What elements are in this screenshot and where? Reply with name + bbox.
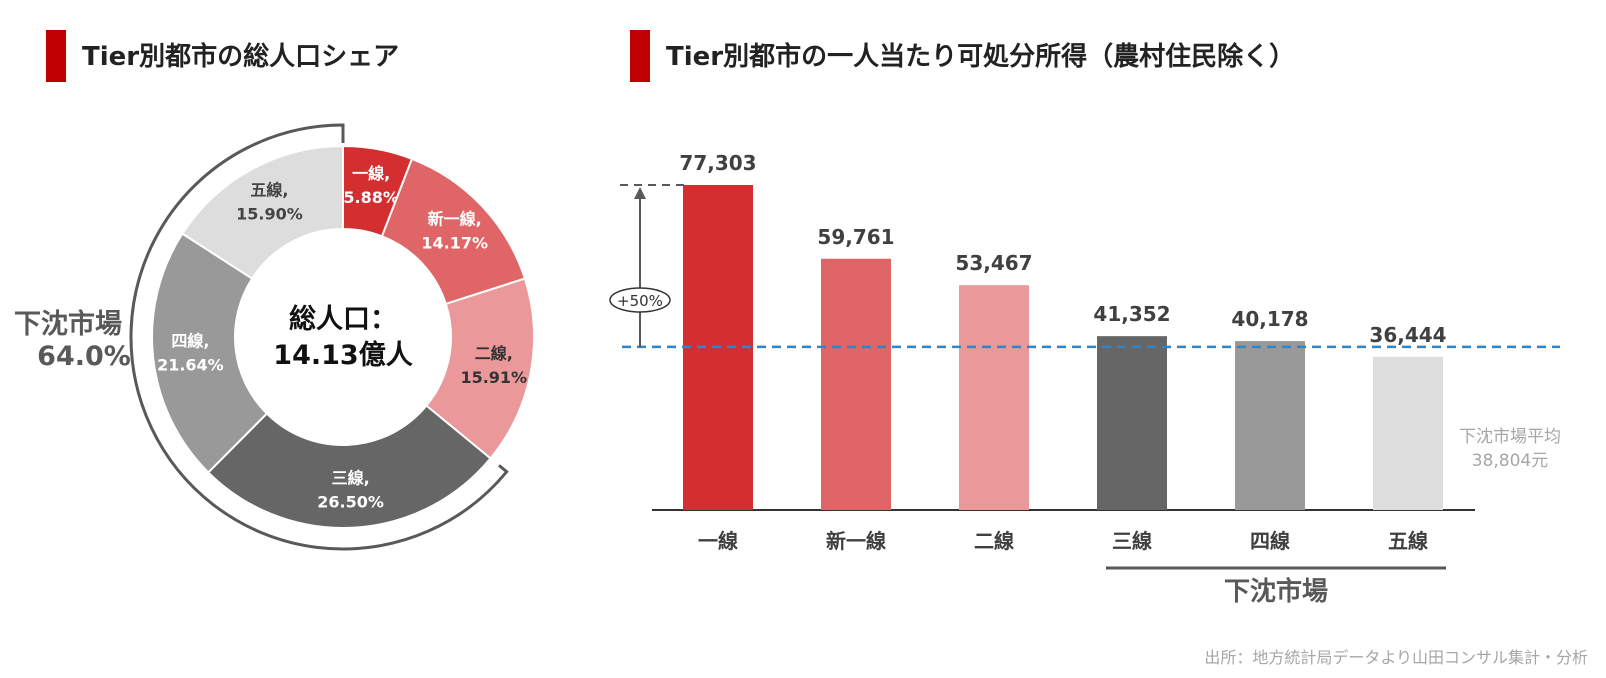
pie-slice-name-label: 一線, [352,164,390,183]
pie-slice [206,404,492,529]
pie-slice-value-label: 21.64% [157,356,224,375]
average-label-line1: 下沈市場平均 [1459,427,1561,447]
bar [1097,336,1167,510]
bar-value-label: 41,352 [1093,302,1170,326]
left-title-accent [46,30,66,82]
pie-slice [180,144,344,280]
bar [821,258,891,510]
average-label-line2: 38,804元 [1472,451,1548,471]
pie-slice-value-label: 26.50% [317,492,384,511]
bar-value-label: 40,178 [1231,307,1308,331]
x-tick-label: 三線 [1112,529,1152,553]
pie-slice-name-label: 四線, [171,332,209,351]
right-chart-title: Tier別都市の一人当たり可処分所得（農村住民除く） [666,42,1296,72]
pie-slice-value-label: 15.90% [236,204,303,223]
bar-value-label: 59,761 [817,225,894,249]
lower-tier-bracket [129,123,509,551]
source-note: 出所：地方統計局データより山田コンサル集計・分析 [1204,648,1588,667]
bar [1235,341,1305,510]
bar-group-label: 下沈市場 [1224,576,1328,607]
donut-group-value: 64.0% [37,341,131,372]
x-tick-label: 一線 [698,529,738,553]
pie-slice-value-label: 5.88% [343,188,399,207]
x-tick-label: 五線 [1388,529,1428,553]
bar-value-label: 53,467 [955,251,1032,275]
right-title-accent [630,30,650,82]
x-tick-label: 新一線 [826,529,886,553]
pie-slice [380,157,527,306]
pie-slice-name-label: 二線, [475,344,513,363]
x-tick-label: 四線 [1250,529,1290,553]
pie-slice-name-label: 五線, [250,180,288,199]
donut-center-label-line2: 14.13億人 [273,340,412,371]
difference-arrow-head [634,187,646,199]
pie-slice-name-label: 三線, [332,468,370,487]
pie-slice-name-label: 新一線, [428,210,482,229]
left-chart-title: Tier別都市の総人口シェア [82,42,400,72]
bar-value-label: 77,303 [679,151,756,175]
annotation-ellipse [609,287,671,313]
donut-group-label: 下沈市場 [14,308,122,340]
bar-value-label: 36,444 [1369,323,1446,347]
annotation-label: +50% [617,292,663,310]
x-tick-label: 二線 [974,529,1014,553]
donut-center-label-line1: 総人口： [289,303,397,335]
bar [1373,356,1443,510]
pie-slice-value-label: 14.17% [421,234,488,253]
pie-slice-value-label: 15.91% [460,368,527,387]
bar [959,285,1029,510]
pie-slice [151,232,269,474]
